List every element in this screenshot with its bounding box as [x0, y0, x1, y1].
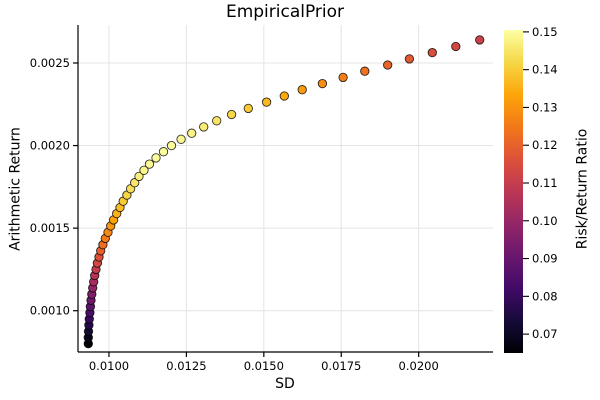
- scatter-point: [176, 134, 186, 144]
- scatter-point: [279, 91, 289, 101]
- scatter-point: [338, 72, 348, 83]
- scatter-point: [212, 116, 222, 126]
- scatter-point: [199, 122, 209, 132]
- chart-title: EmpiricalPrior: [225, 2, 345, 22]
- scatter-point: [427, 47, 437, 58]
- y-tick-label: 0.0010: [30, 304, 70, 318]
- colorbar-tick-label: 0.09: [532, 252, 558, 266]
- scatter-point: [261, 97, 272, 107]
- x-tick-label: 0.0150: [244, 359, 284, 373]
- colorbar-tick-label: 0.14: [532, 63, 558, 77]
- y-tick-label: 0.0025: [30, 56, 70, 70]
- colorbar-tick-label: 0.08: [532, 289, 558, 303]
- y-tick-label: 0.0020: [30, 139, 70, 153]
- x-tick-label: 0.0125: [166, 359, 206, 373]
- scatter-point: [139, 165, 149, 175]
- scatter-point: [151, 153, 161, 163]
- scatter-point: [317, 78, 328, 89]
- x-tick-label: 0.0100: [89, 359, 129, 373]
- scatter-point: [187, 128, 197, 138]
- colorbar-gradient: [504, 30, 523, 353]
- scatter-point: [297, 85, 307, 95]
- scatter-point: [451, 41, 461, 52]
- colorbar-tick-label: 0.12: [532, 138, 558, 152]
- colorbar-tick-label: 0.07: [532, 327, 558, 341]
- scatter-point: [134, 171, 144, 182]
- scatter-point: [226, 109, 237, 120]
- scatter-point: [144, 159, 155, 169]
- colorbar-title: Risk/Return Ratio: [574, 128, 591, 250]
- scatter-point: [243, 103, 253, 114]
- colorbar-tick-label: 0.11: [532, 176, 558, 190]
- x-tick-label: 0.0175: [321, 359, 361, 373]
- scatter-point: [158, 147, 169, 157]
- x-axis-title: SD: [275, 376, 295, 392]
- colorbar-tick-label: 0.15: [532, 25, 558, 39]
- scatter-point: [360, 66, 370, 76]
- x-tick-label: 0.0200: [399, 359, 439, 373]
- scatter-point: [475, 35, 485, 45]
- scatter-point: [166, 140, 177, 151]
- y-axis-title: Arithmetic Return: [7, 127, 24, 251]
- colorbar-tick-label: 0.10: [532, 214, 558, 228]
- y-tick-label: 0.0015: [30, 221, 70, 235]
- colorbar-tick-label: 0.13: [532, 100, 558, 114]
- scatter-point: [404, 54, 415, 64]
- scatter-point: [130, 178, 140, 188]
- scatter-point: [383, 60, 393, 70]
